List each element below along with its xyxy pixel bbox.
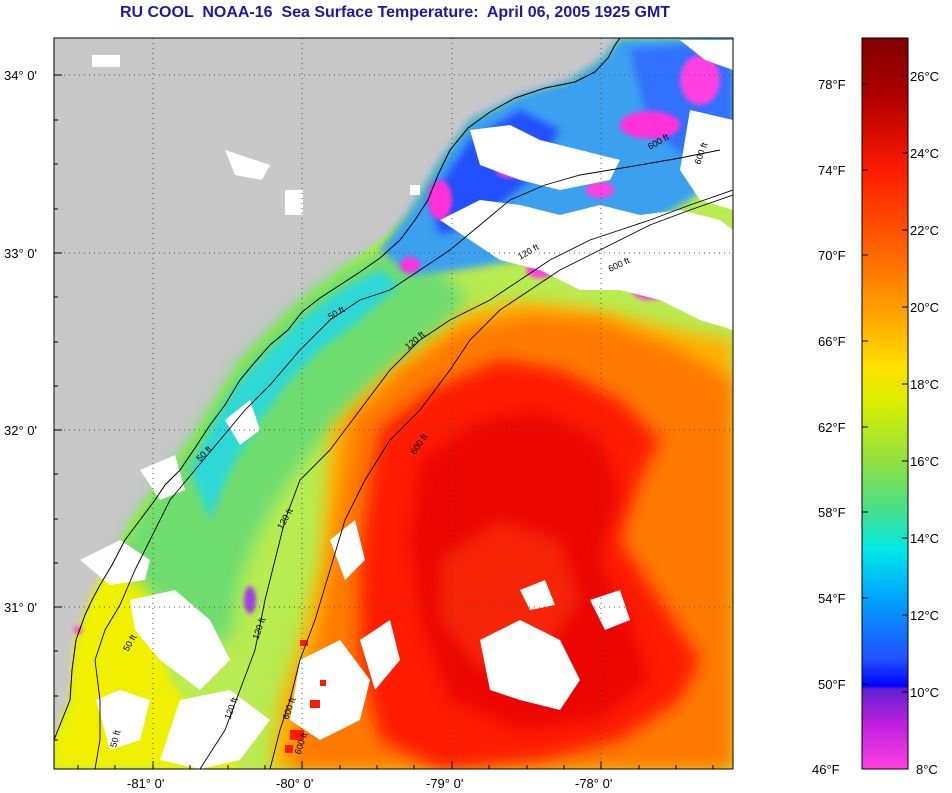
lon-label-78: -78° 0' bbox=[575, 776, 612, 791]
map-frame bbox=[53, 37, 734, 770]
isobath-120ft bbox=[199, 189, 733, 769]
temperature-colorbar: 78°F 74°F 70°F 66°F 62°F 58°F 54°F 50°F … bbox=[812, 37, 939, 777]
f-label: 50°F bbox=[818, 677, 846, 692]
isobath-label: 50 ft bbox=[108, 729, 122, 749]
map-title: RU COOL NOAA-16 Sea Surface Temperature:… bbox=[119, 4, 671, 21]
f-label: 78°F bbox=[818, 77, 846, 92]
warm-speckles bbox=[285, 640, 326, 753]
fahrenheit-labels: 78°F 74°F 70°F 66°F 62°F 58°F 54°F 50°F … bbox=[812, 77, 846, 777]
celsius-labels: 26°C 24°C 22°C 20°C 18°C 16°C 14°C 12°C … bbox=[910, 69, 939, 777]
c-label: 18°C bbox=[910, 377, 939, 392]
c-label: 16°C bbox=[910, 454, 939, 469]
f-label: 58°F bbox=[818, 505, 846, 520]
f-label: 70°F bbox=[818, 248, 846, 263]
c-label: 10°C bbox=[910, 685, 939, 700]
cloud-masks bbox=[80, 40, 733, 769]
f-label: 66°F bbox=[818, 334, 846, 349]
c-label: 20°C bbox=[910, 300, 939, 315]
f-label: 62°F bbox=[818, 420, 846, 435]
sst-map: 50 ft 50 ft 50 ft 50 ft 120 ft 120 ft 12… bbox=[4, 37, 734, 791]
lat-label-32: 32° 0' bbox=[4, 423, 37, 438]
c-label: 14°C bbox=[910, 531, 939, 546]
c-label: 26°C bbox=[910, 69, 939, 84]
axis-ticks bbox=[54, 74, 714, 769]
c-label: 24°C bbox=[910, 146, 939, 161]
midshelf-water bbox=[110, 250, 470, 640]
lat-label-33: 33° 0' bbox=[4, 246, 37, 261]
f-label: 54°F bbox=[818, 591, 846, 606]
coastline bbox=[54, 38, 621, 741]
isobath-50ft bbox=[94, 149, 721, 769]
colorbar-gradient bbox=[861, 37, 909, 770]
f-label: 46°F bbox=[812, 762, 840, 777]
lon-label-80: -80° 0' bbox=[276, 776, 313, 791]
lat-label-34: 34° 0' bbox=[4, 68, 37, 83]
graticule bbox=[54, 38, 733, 769]
lon-label-81: -81° 0' bbox=[127, 776, 164, 791]
lon-label-79: -79° 0' bbox=[426, 776, 463, 791]
lat-label-31: 31° 0' bbox=[4, 600, 37, 615]
f-label: 74°F bbox=[818, 163, 846, 178]
coastal-cool-streak bbox=[190, 270, 400, 520]
c-label: 8°C bbox=[916, 762, 938, 777]
c-label: 22°C bbox=[910, 223, 939, 238]
colorbar-ticks bbox=[862, 75, 908, 693]
c-label: 12°C bbox=[910, 608, 939, 623]
